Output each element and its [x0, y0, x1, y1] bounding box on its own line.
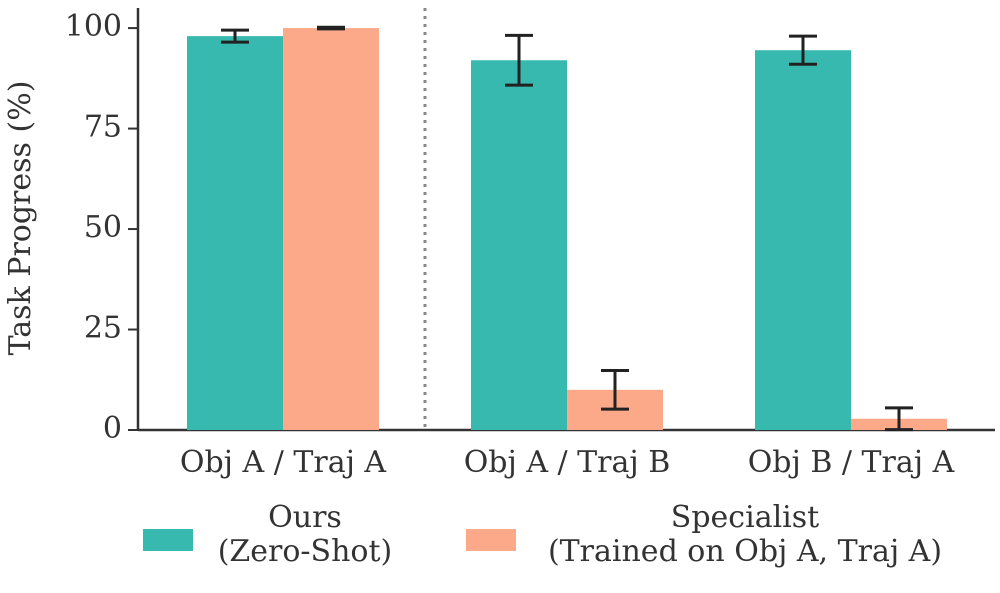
legend-swatch [143, 529, 193, 551]
bar [755, 50, 851, 430]
y-tick-label: 75 [84, 110, 122, 145]
x-tick-label: Obj B / Traj A [748, 445, 955, 480]
y-tick-label: 25 [84, 311, 122, 346]
error-bar [601, 369, 629, 411]
x-tick-label: Obj A / Traj A [180, 445, 387, 480]
bar [187, 36, 283, 431]
error-bar [885, 406, 913, 432]
y-tick-label: 50 [84, 210, 122, 245]
error-bar [505, 33, 533, 87]
legend-label: Specialist (Trained on Obj A, Traj A) [548, 500, 942, 569]
error-bar [789, 34, 817, 66]
legend-swatch [466, 529, 516, 551]
y-tick-label: 0 [103, 411, 122, 446]
x-tick-label: Obj A / Traj B [464, 445, 671, 480]
error-bar [317, 25, 345, 31]
bar [471, 60, 567, 430]
y-tick-label: 100 [65, 9, 122, 44]
y-axis-label: Task Progress (%) [3, 81, 38, 356]
error-bar [221, 28, 249, 44]
legend-label: Ours (Zero-Shot) [218, 500, 393, 569]
bar [283, 28, 379, 430]
